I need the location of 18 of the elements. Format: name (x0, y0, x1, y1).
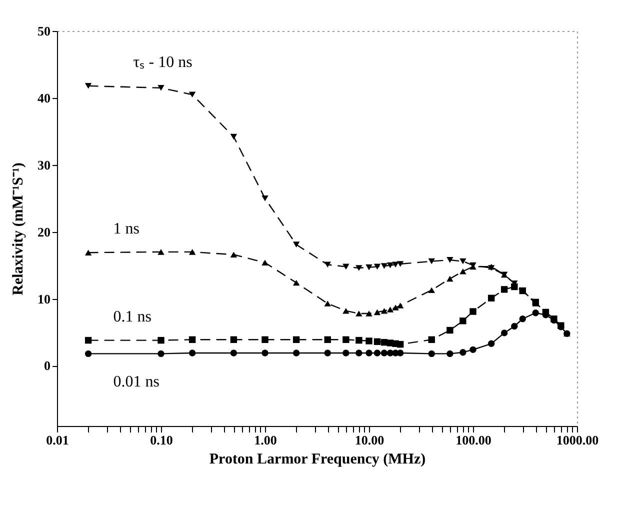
annotation: 0.01 ns (113, 374, 160, 391)
y-tick-label: 40 (38, 90, 50, 106)
annotation: 0.1 ns (113, 308, 152, 326)
annotation: 1 ns (113, 220, 140, 238)
annotation: τₛ - 10 ns (133, 54, 192, 71)
x-tick-label: 100.00 (456, 432, 492, 448)
x-tick-label: 1000.00 (556, 432, 599, 448)
x-tick-label: 10.00 (354, 432, 384, 448)
y-tick-label: 0 (44, 358, 50, 374)
y-tick-label: 20 (38, 224, 50, 240)
x-tick-label: 1.00 (254, 432, 277, 448)
x-tick-label: 0.01 (46, 432, 69, 448)
y-tick-label: 30 (38, 157, 50, 172)
x-axis-title: Proton Larmor Frequency (MHz) (209, 452, 426, 468)
y-axis-title: Relaxivity (mM⁻¹S⁻¹) (10, 162, 26, 296)
x-tick-label: 0.10 (150, 432, 173, 448)
y-tick-label: 10 (38, 291, 50, 306)
y-tick-label: 50 (38, 24, 50, 38)
